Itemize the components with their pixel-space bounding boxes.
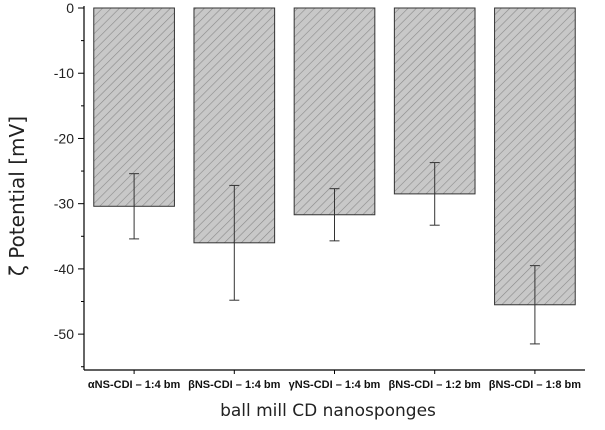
y-tick-label: -50	[54, 326, 74, 342]
bar	[393, 7, 476, 195]
x-category-label: βNS-CDI – 1:8 bm	[489, 379, 582, 391]
y-tick-label: -20	[54, 130, 74, 146]
x-category-label: βNS-CDI – 1:2 bm	[389, 379, 482, 391]
error-bar	[129, 173, 140, 240]
error-bar	[229, 184, 240, 301]
error-bar	[529, 265, 540, 345]
y-axis-title: ζ Potential [mV]	[5, 116, 29, 276]
y-tick-label: -30	[54, 196, 74, 212]
error-bar	[329, 188, 340, 242]
x-category-label: βNS-CDI – 1:4 bm	[188, 379, 281, 391]
error-bar	[429, 162, 440, 226]
y-tick-label: 0	[66, 0, 74, 16]
y-ticks-layer: 0 -10 -20 -30 -40 -50	[54, 0, 84, 368]
x-category-label: αNS-CDI – 1:4 bm	[88, 379, 181, 391]
bar	[494, 7, 576, 306]
x-category-label: γNS-CDI – 1:4 bm	[289, 379, 381, 391]
bar	[293, 7, 376, 216]
bars-layer	[93, 7, 576, 306]
y-tick-label: -40	[54, 261, 74, 277]
x-axis-title: ball mill CD nanosponges	[220, 401, 436, 421]
category-labels-layer: αNS-CDI – 1:4 bm βNS-CDI – 1:4 bm γNS-CDI …	[88, 370, 581, 391]
error-bars-layer	[129, 162, 540, 345]
y-tick-label: -10	[54, 65, 74, 81]
